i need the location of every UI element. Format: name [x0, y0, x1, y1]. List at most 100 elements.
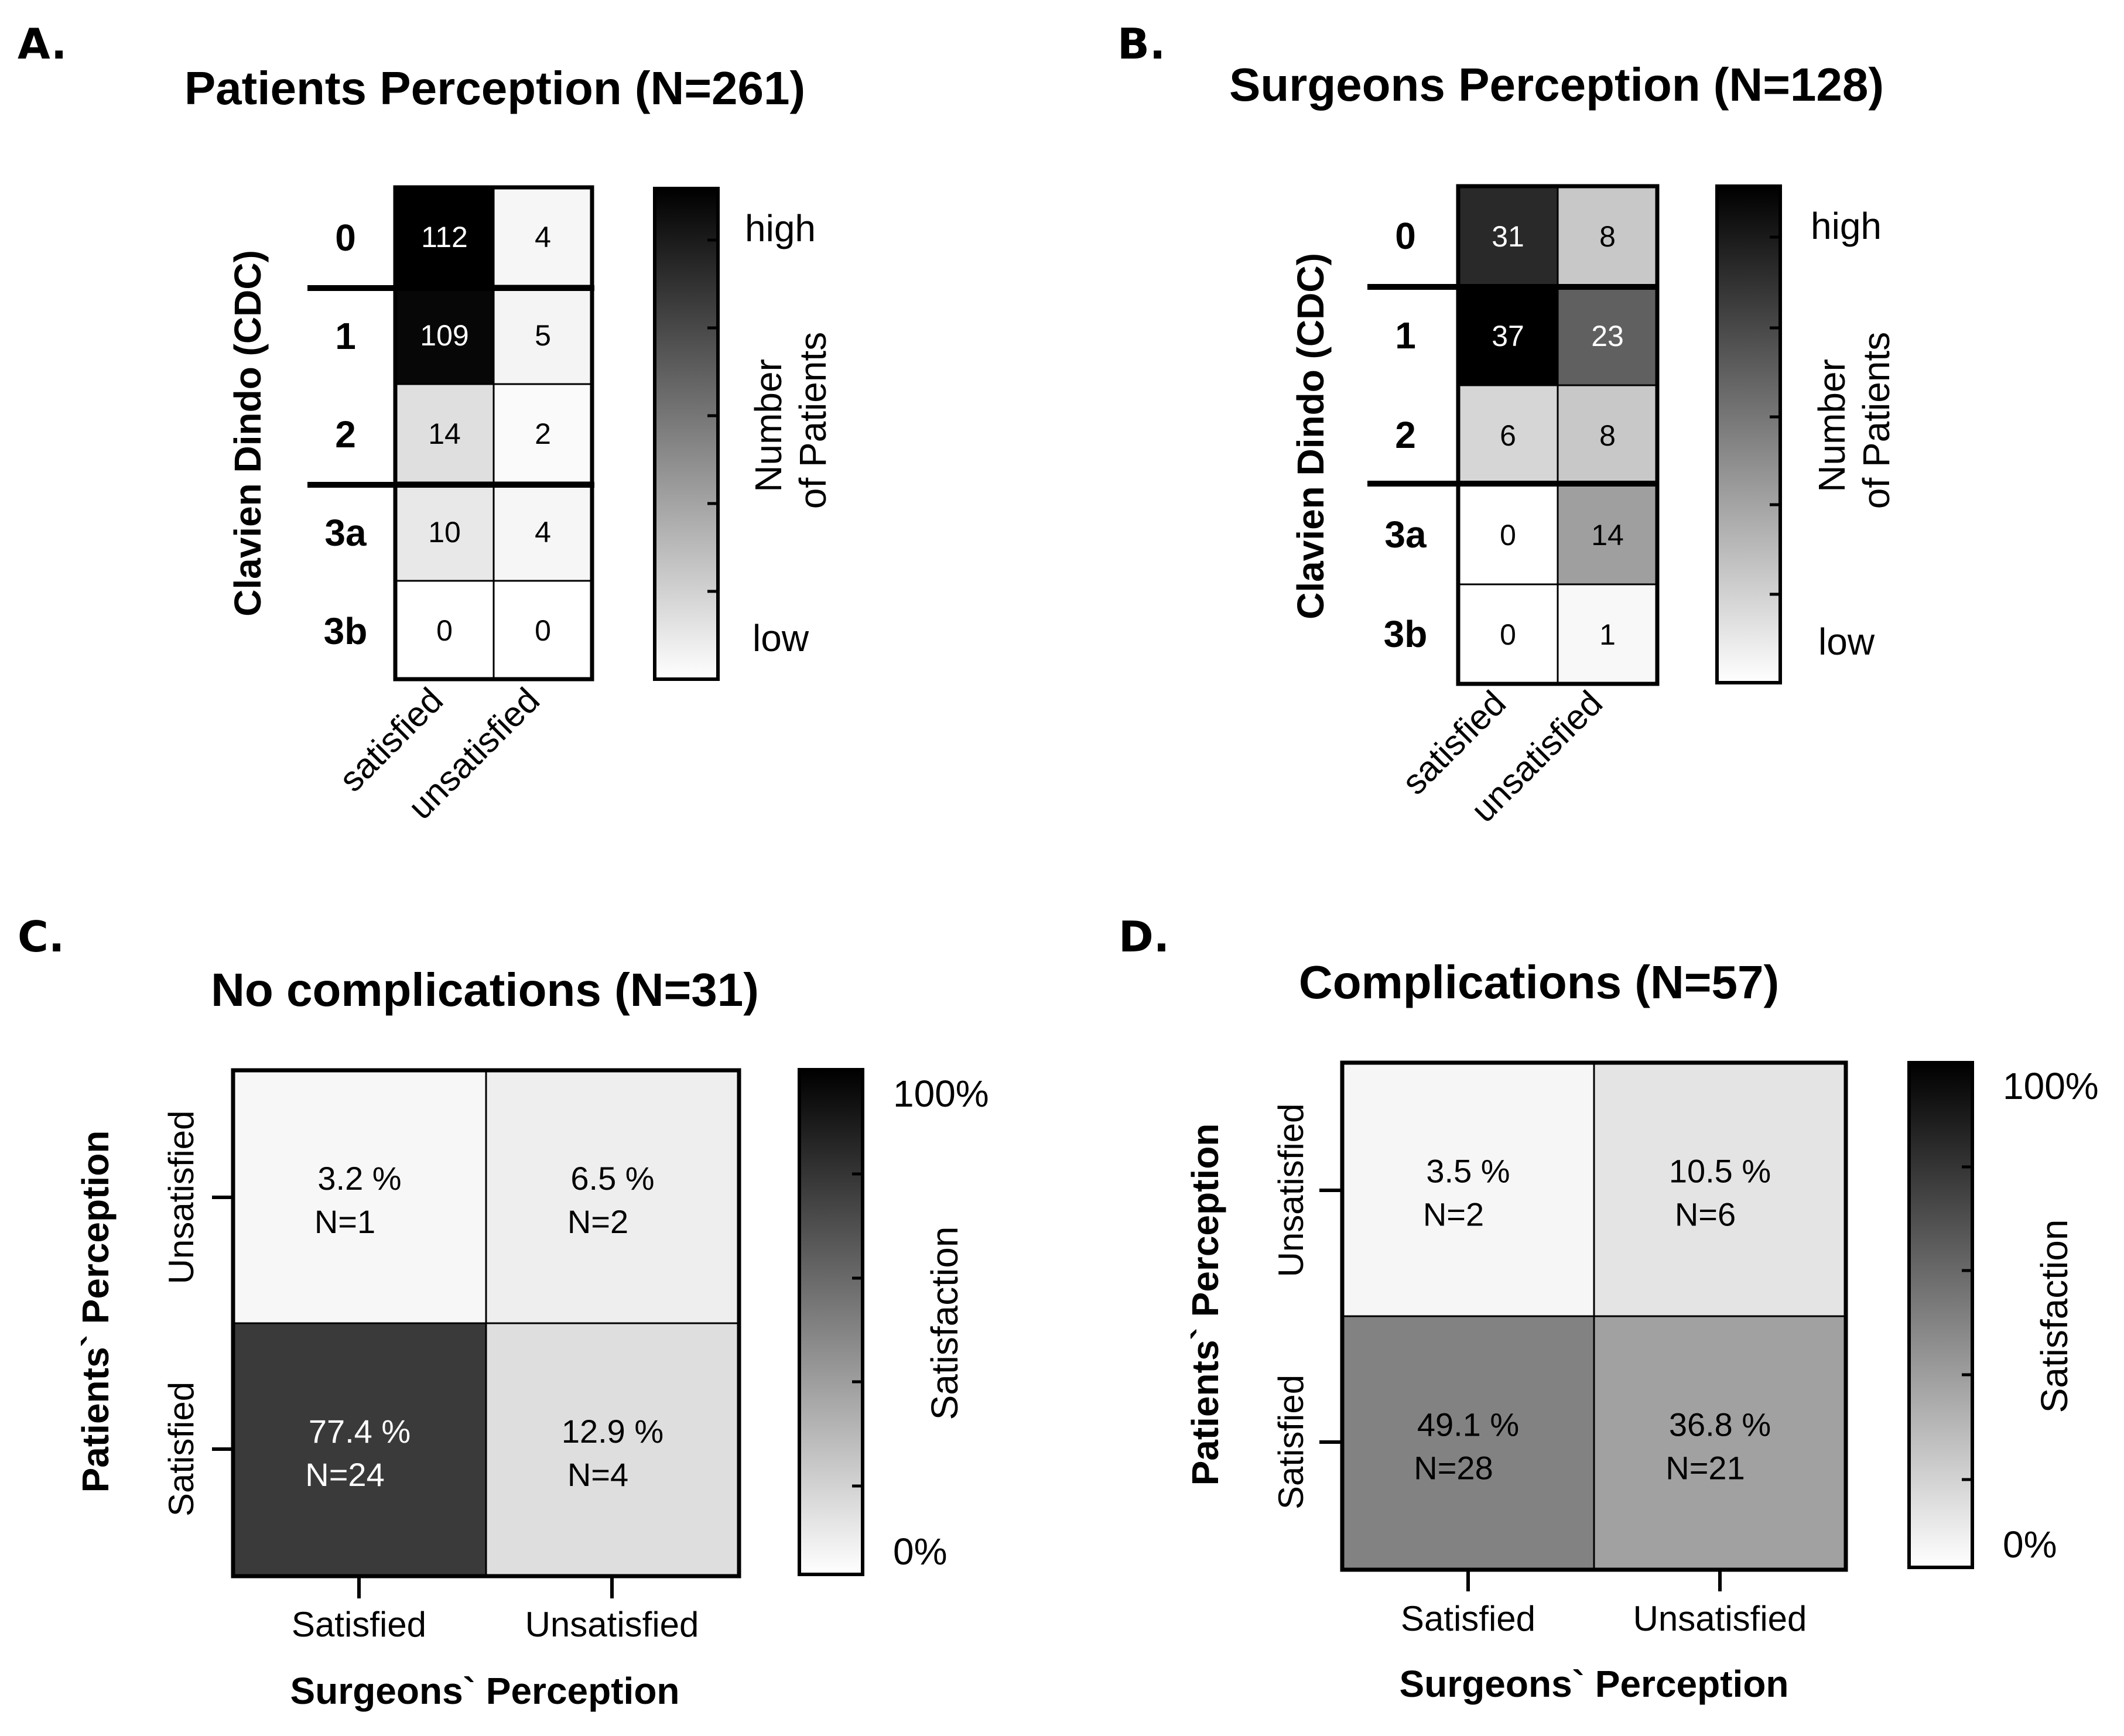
- panel-a-ylabel: Clavien Dindo (CDC): [227, 250, 269, 617]
- row-label: 2: [335, 413, 356, 456]
- heatmap-cell: [1593, 1062, 1847, 1317]
- colorbar-high-label: high: [1811, 205, 1882, 247]
- row-label: Satisfied: [1271, 1375, 1311, 1509]
- heatmap-cell: [492, 186, 593, 287]
- panel-c-colorbar: 100% 0% Satisfaction: [798, 1068, 989, 1576]
- cell-percent: 36.8 %: [1669, 1406, 1771, 1443]
- row-label: 3b: [1384, 613, 1428, 655]
- cell-percent: 3.2 %: [317, 1160, 401, 1197]
- panel-a-heatmap: 112 4 109 5 14 2 10 4 0 0: [393, 185, 594, 682]
- colorbar-gradient: [1907, 1061, 1974, 1569]
- cell-value: 10: [428, 516, 461, 549]
- colorbar-max-label: 100%: [893, 1073, 989, 1115]
- cell-value: 109: [420, 319, 468, 352]
- colorbar-high-label: high: [745, 207, 816, 249]
- row-label: 1: [335, 315, 356, 357]
- heatmap-cell: [1593, 1315, 1847, 1571]
- cell-value: 1: [1599, 618, 1616, 651]
- heatmap-cell: [232, 1069, 487, 1324]
- cell-value: 31: [1492, 220, 1524, 253]
- colorbar-min-label: 0%: [2003, 1523, 2057, 1566]
- colorbar-min-label: 0%: [893, 1530, 948, 1573]
- cell-value: 4: [535, 516, 551, 549]
- row-label: 0: [1395, 215, 1416, 257]
- col-label: Unsatisfied: [525, 1605, 699, 1644]
- cell-percent: 10.5 %: [1669, 1153, 1771, 1190]
- colorbar-title-line1: Number: [747, 359, 789, 492]
- heatmap-cell: [492, 481, 593, 582]
- panel-c: C. No complications (N=31) Patients` Per…: [18, 912, 989, 1712]
- panel-b-title: Surgeons Perception (N=128): [1229, 59, 1884, 111]
- row-label: 3a: [324, 512, 367, 554]
- colorbar-title: Number of Patients: [747, 332, 834, 509]
- cell-value: 14: [1591, 519, 1624, 552]
- heatmap-cell: [1341, 1062, 1595, 1317]
- cell-value: 0: [535, 614, 551, 647]
- colorbar-ticks: [707, 238, 718, 593]
- panel-b-heatmap: 31 8 37 23 6 8 0 14 0 1: [1456, 184, 1660, 686]
- heatmap-cell: [1457, 384, 1559, 486]
- panel-d-ylabel: Patients` Perception: [1184, 1124, 1226, 1486]
- cell-value: 14: [428, 417, 461, 450]
- cell-count: N=2: [1423, 1196, 1484, 1233]
- colorbar-title-line1: Number: [1811, 359, 1853, 492]
- cell-value: 37: [1492, 320, 1524, 352]
- panel-d-colorbar: 100% 0% Satisfaction: [1907, 1061, 2099, 1569]
- cell-value: 112: [421, 221, 468, 254]
- panel-b-ylabel: Clavien Dindo (CDC): [1290, 253, 1332, 619]
- row-label: 0: [335, 217, 356, 259]
- panel-c-xlabel: Surgeons` Perception: [290, 1670, 680, 1712]
- heatmap-cell: [232, 1322, 487, 1577]
- cell-percent: 49.1 %: [1417, 1406, 1519, 1443]
- heatmap-cell: [1557, 583, 1658, 685]
- colorbar-title-line2: of Patients: [792, 332, 834, 509]
- cell-percent: 6.5 %: [570, 1160, 654, 1197]
- cell-value: 2: [535, 417, 551, 450]
- cell-value: 4: [535, 221, 551, 254]
- cell-count: N=24: [305, 1456, 384, 1493]
- cell-count: N=2: [567, 1203, 628, 1240]
- row-label: Unsatisfied: [162, 1111, 201, 1285]
- panel-d: D. Complications (N=57) Patients` Percep…: [1119, 912, 2099, 1705]
- colorbar-title-line2: of Patients: [1855, 332, 1897, 509]
- row-label: 3b: [324, 610, 368, 652]
- panel-c-ticks: [212, 1196, 614, 1598]
- panel-b-row-labels: 0 1 2 3a 3b: [1384, 215, 1428, 655]
- panel-d-xlabel: Surgeons` Perception: [1400, 1663, 1789, 1705]
- panel-c-label: C.: [18, 912, 64, 961]
- panel-a-title: Patients Perception (N=261): [184, 62, 805, 114]
- col-label: Unsatisfied: [1633, 1599, 1807, 1638]
- panel-a-label: A.: [18, 19, 67, 69]
- panel-b-label: B.: [1117, 19, 1165, 69]
- col-label: Satisfied: [292, 1605, 426, 1644]
- cell-value: 23: [1591, 320, 1624, 352]
- heatmap-cell: [1557, 185, 1658, 287]
- heatmap-border: [1340, 1060, 1848, 1572]
- heatmap-cell: [492, 383, 593, 484]
- colorbar-ticks: [1770, 235, 1780, 596]
- row-label: Satisfied: [162, 1382, 201, 1516]
- cell-value: 8: [1599, 220, 1616, 253]
- cell-percent: 77.4 %: [309, 1413, 411, 1450]
- row-label: 3a: [1384, 513, 1427, 556]
- panel-d-label: D.: [1119, 912, 1169, 961]
- cell-value: 0: [1500, 618, 1516, 651]
- panel-c-title: No complications (N=31): [211, 964, 759, 1016]
- cell-count: N=21: [1665, 1450, 1745, 1487]
- heatmap-border: [1456, 184, 1660, 686]
- cell-count: N=4: [567, 1456, 628, 1493]
- heatmap-border: [393, 185, 594, 682]
- panel-c-heatmap: 3.2 % N=1 6.5 % N=2 77.4 % N=24 12.9 % N=4: [231, 1068, 741, 1579]
- cell-percent: 3.5 %: [1426, 1153, 1510, 1190]
- colorbar-ticks: [852, 1172, 863, 1488]
- heatmap-cell: [1457, 185, 1559, 287]
- cell-percent: 12.9 %: [562, 1413, 663, 1450]
- colorbar-title: Number of Patients: [1811, 332, 1897, 509]
- heatmap-border: [231, 1068, 741, 1579]
- panel-d-title: Complications (N=57): [1299, 956, 1779, 1008]
- panel-d-heatmap: 3.5 % N=2 10.5 % N=6 49.1 % N=28 36.8 % N=21: [1340, 1060, 1848, 1572]
- panel-b-colorbar: high low Number of Patients: [1715, 184, 1897, 684]
- colorbar-low-label: low: [753, 617, 809, 659]
- colorbar-gradient: [1715, 184, 1782, 684]
